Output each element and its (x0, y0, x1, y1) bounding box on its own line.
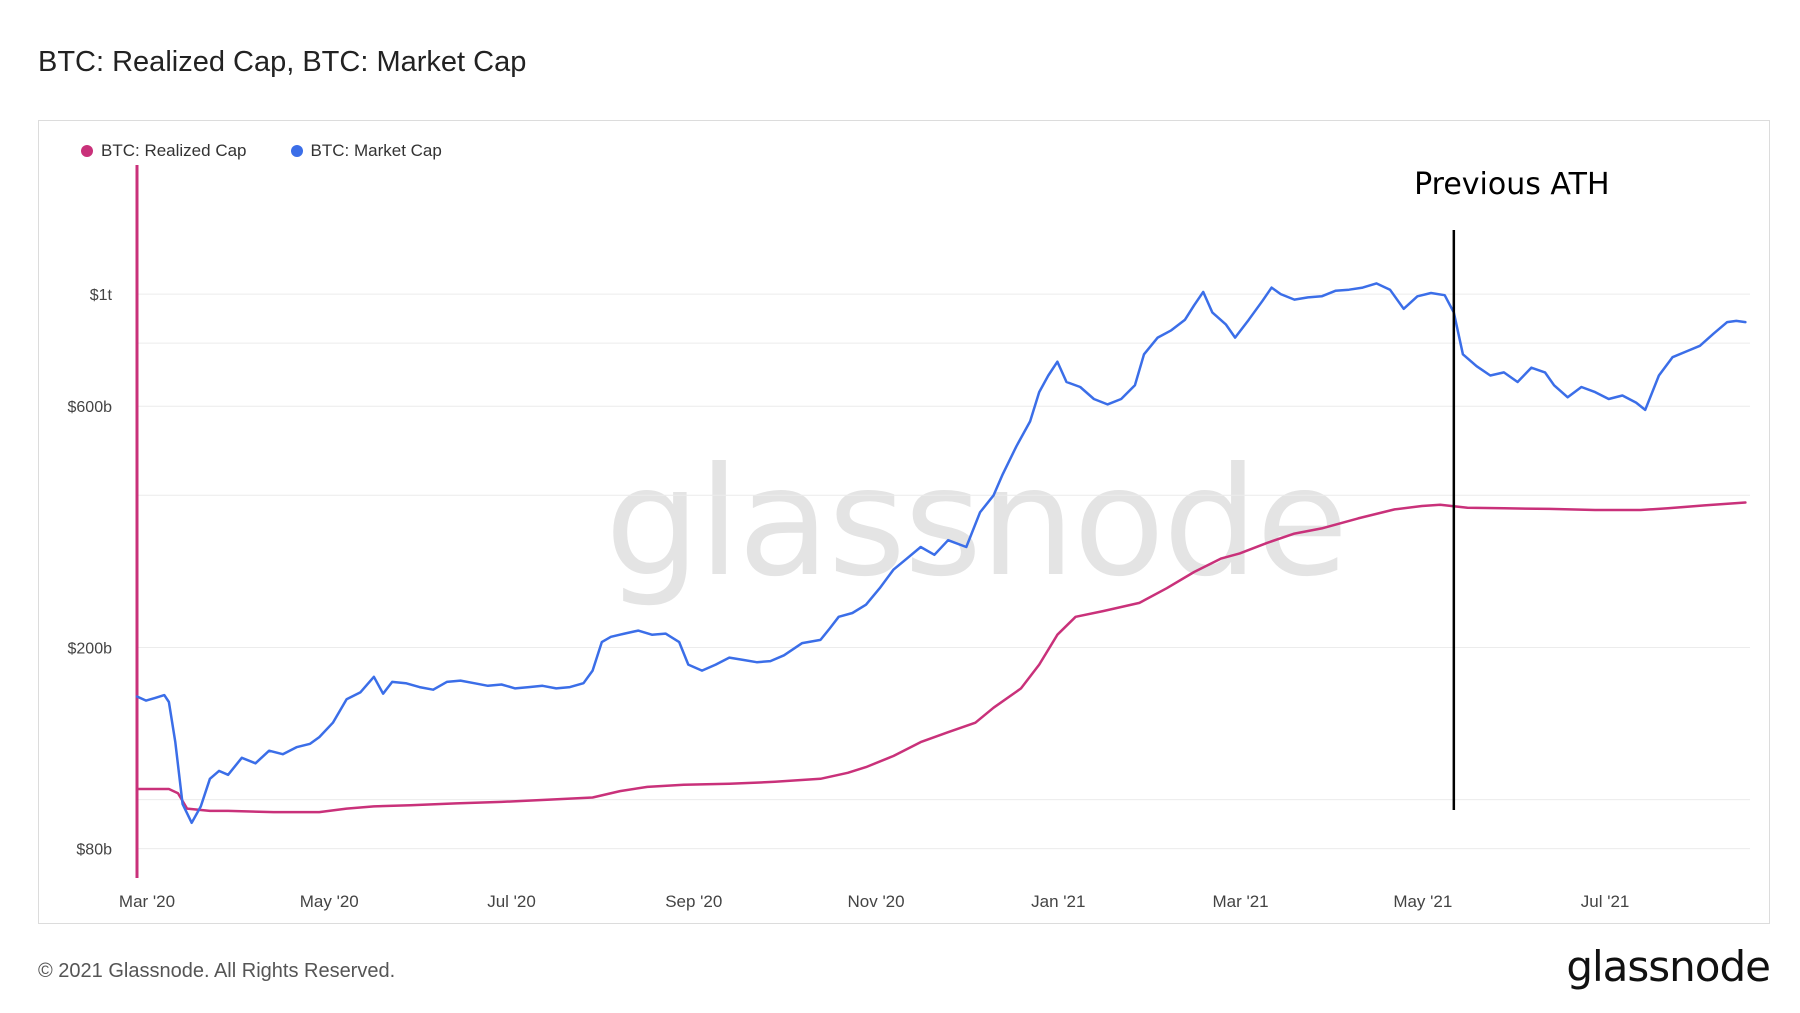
x-tick-label: May '21 (1393, 892, 1452, 911)
y-tick-label: $80b (76, 842, 112, 859)
legend-item-realized-cap[interactable]: BTC: Realized Cap (81, 141, 247, 161)
legend-label-realized-cap: BTC: Realized Cap (101, 141, 247, 160)
realized-cap-line (135, 501, 1747, 814)
legend: BTC: Realized Cap BTC: Market Cap (81, 141, 442, 161)
chart-title: BTC: Realized Cap, BTC: Market Cap (38, 46, 527, 78)
y-tick-label: $600b (68, 399, 113, 416)
market-cap-line (135, 282, 1747, 825)
copyright-footer: © 2021 Glassnode. All Rights Reserved. (38, 960, 396, 982)
y-tick-label: $200b (68, 640, 113, 657)
legend-dot-realized-cap (81, 145, 93, 157)
x-tick-label: Sep '20 (665, 892, 722, 911)
legend-dot-market-cap (290, 145, 303, 157)
x-tick-label: Jan '21 (1031, 892, 1085, 911)
legend-item-market-cap[interactable]: BTC: Market Cap (290, 141, 442, 161)
brand-logo: glassnode (1566, 942, 1771, 991)
y-tick-label: $1t (90, 287, 113, 304)
x-tick-label: Jul '20 (487, 892, 536, 911)
x-tick-label: Mar '20 (119, 892, 175, 911)
x-tick-label: Nov '20 (847, 892, 904, 911)
ath-annotation-label: Previous ATH (1414, 167, 1609, 202)
x-tick-label: Jul '21 (1581, 892, 1630, 911)
legend-label-market-cap: BTC: Market Cap (310, 141, 442, 160)
x-tick-label: Mar '21 (1212, 892, 1268, 911)
x-tick-label: May '20 (300, 892, 359, 911)
chart-panel: BTC: Realized Cap BTC: Market Cap (38, 120, 1770, 924)
